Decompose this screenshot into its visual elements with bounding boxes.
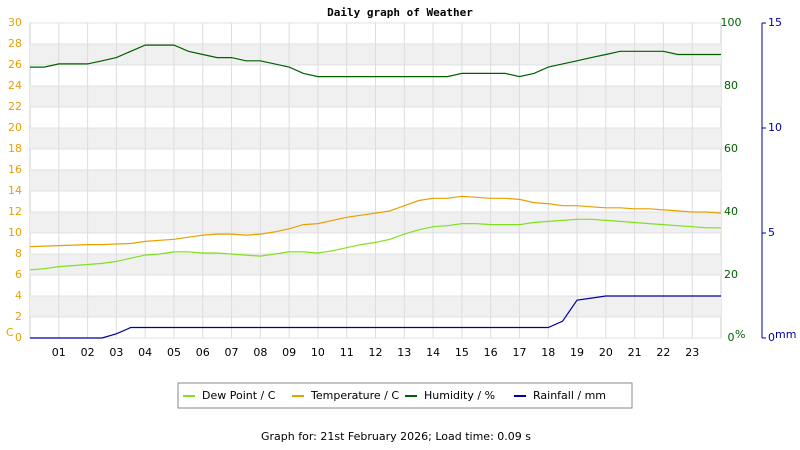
y-tick-label: 12 (8, 205, 22, 218)
legend-label: Temperature / C (310, 389, 399, 402)
x-tick-label: 18 (541, 346, 555, 359)
series-line (29, 195, 722, 248)
x-tick-label: 06 (196, 346, 210, 359)
x-tick-label: 10 (311, 346, 325, 359)
x-tick-label: 01 (52, 346, 66, 359)
y3-tick-label: 5 (768, 226, 775, 239)
x-tick-label: 15 (455, 346, 469, 359)
y-tick-label: 28 (8, 37, 22, 50)
y3-tick-label: 10 (768, 121, 782, 134)
x-tick-label: 12 (369, 346, 383, 359)
y-tick-label: 4 (15, 289, 22, 302)
y-tick-label: 26 (8, 58, 22, 71)
x-tick-label: 17 (512, 346, 526, 359)
x-tick-label: 05 (167, 346, 181, 359)
y-tick-label: 30 (8, 16, 22, 29)
x-tick-label: 23 (685, 346, 699, 359)
y2-tick-label: 80 (724, 79, 738, 92)
series-line (30, 295, 721, 339)
y2-tick-label: 40 (724, 205, 738, 218)
x-tick-label: 13 (397, 346, 411, 359)
y-tick-label: 24 (8, 79, 22, 92)
y3-axis-label: mm (775, 328, 796, 341)
y2-tick-label: 20 (724, 268, 738, 281)
y2-tick-label: 100 (721, 16, 742, 29)
y-tick-label: 2 (15, 310, 22, 323)
x-tick-label: 20 (599, 346, 613, 359)
y-tick-label: 14 (8, 184, 22, 197)
x-tick-label: 03 (109, 346, 123, 359)
y-tick-label: 22 (8, 100, 22, 113)
y-axis-label: C (6, 326, 14, 339)
chart-title: Daily graph of Weather (327, 6, 473, 19)
y2-axis-label: % (735, 328, 745, 341)
y3-tick-label: 15 (768, 16, 782, 29)
x-tick-label: 04 (138, 346, 152, 359)
y-tick-label: 8 (15, 247, 22, 260)
x-tick-label: 09 (282, 346, 296, 359)
y-tick-label: 20 (8, 121, 22, 134)
footer: Graph for: 21st February 2026; Load time… (261, 430, 531, 443)
x-tick-label: 11 (340, 346, 354, 359)
x-tick-label: 22 (656, 346, 670, 359)
y-tick-label: 18 (8, 142, 22, 155)
y-tick-label: 6 (15, 268, 22, 281)
y2-tick-label: 60 (724, 142, 738, 155)
y-tick-label: 10 (8, 226, 22, 239)
y2-tick-label: 0 (728, 331, 735, 344)
x-tick-label: 08 (253, 346, 267, 359)
legend-label: Dew Point / C (202, 389, 276, 402)
x-tick-label: 19 (570, 346, 584, 359)
legend: Dew Point / C Temperature / C Humidity / %… (177, 382, 633, 409)
series-line (29, 218, 721, 271)
legend-label: Humidity / % (424, 389, 495, 402)
x-tick-label: 07 (225, 346, 239, 359)
legend-label: Rainfall / mm (533, 389, 606, 402)
x-tick-label: 16 (484, 346, 498, 359)
y-tick-label: 16 (8, 163, 22, 176)
y3-tick-label: 0 (768, 331, 775, 344)
x-tick-label: 14 (426, 346, 440, 359)
series-line (30, 44, 721, 78)
x-tick-label: 21 (628, 346, 642, 359)
y-tick-label: 0 (15, 331, 22, 344)
x-tick-label: 02 (81, 346, 95, 359)
